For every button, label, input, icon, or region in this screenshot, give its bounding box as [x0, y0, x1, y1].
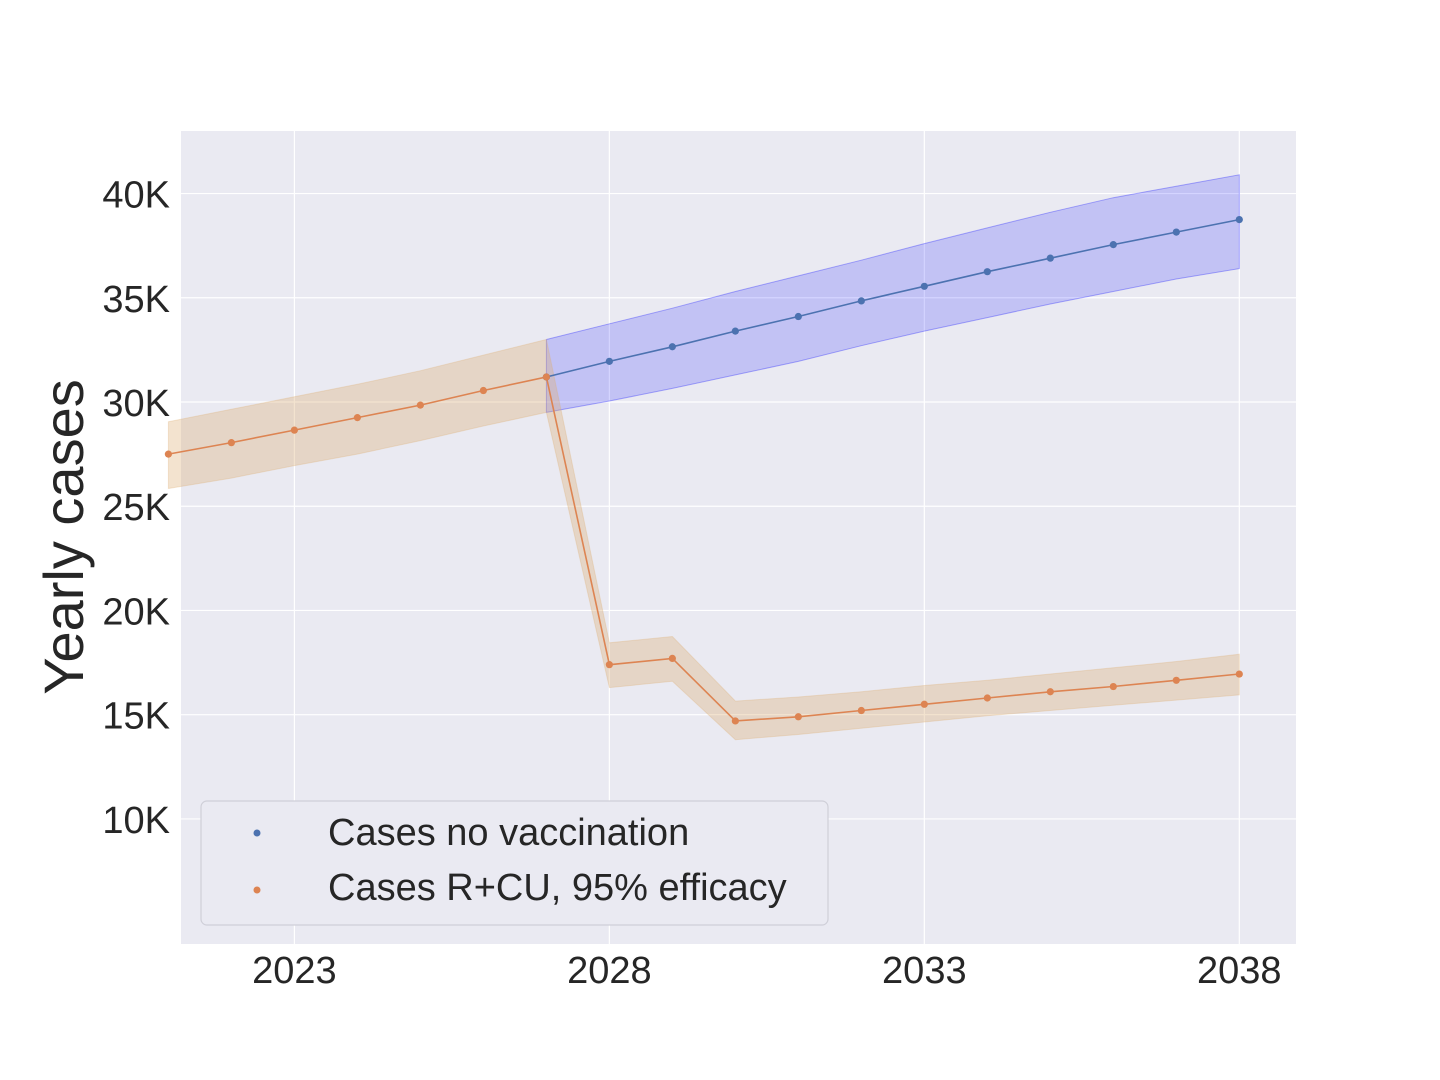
legend: Cases no vaccination Cases R+CU, 95% eff…	[200, 800, 829, 926]
point-rcu	[1235, 670, 1243, 678]
point-rcu	[164, 450, 173, 458]
point-no-vaccination	[983, 268, 991, 276]
point-rcu	[479, 386, 487, 395]
y-tick-label: 15K	[102, 696, 170, 738]
x-tick-label: 2028	[567, 950, 652, 992]
point-rcu	[794, 713, 802, 721]
point-rcu	[416, 401, 424, 409]
point-rcu	[857, 706, 865, 715]
x-axis-ticks: 2023 2028 2033 2038	[252, 950, 1281, 992]
series-lines	[168, 218, 1240, 722]
x-tick-label: 2023	[252, 950, 337, 992]
legend-marker-no-vaccination	[253, 829, 261, 837]
y-axis-ticks: 10K 15K 20K 25K 30K 35K 40K	[102, 175, 170, 842]
x-tick-label: 2038	[1197, 950, 1282, 992]
legend-marker-rcu	[253, 886, 261, 894]
y-tick-label: 25K	[102, 487, 170, 529]
point-rcu	[1172, 676, 1180, 684]
grid	[181, 131, 1296, 944]
band-rcu	[167, 338, 1240, 741]
point-no-vaccination	[1235, 215, 1243, 224]
y-tick-label: 30K	[102, 383, 170, 425]
point-rcu	[353, 414, 361, 422]
point-rcu	[227, 439, 235, 447]
point-rcu	[290, 426, 298, 434]
y-tick-label: 40K	[102, 175, 170, 217]
legend-label-rcu: Cases R+CU, 95% efficacy	[328, 867, 787, 909]
y-tick-label: 35K	[102, 279, 170, 321]
line-no-vaccination	[546, 218, 1240, 378]
point-no-vaccination	[731, 327, 739, 335]
point-rcu	[1109, 682, 1117, 691]
point-rcu	[983, 694, 991, 702]
legend-label-no-vaccination: Cases no vaccination	[328, 812, 689, 854]
y-axis-label: Yearly cases	[32, 379, 95, 694]
point-no-vaccination	[920, 282, 928, 290]
point-no-vaccination	[1109, 241, 1117, 249]
legend-box	[200, 800, 829, 926]
point-no-vaccination	[668, 343, 676, 351]
point-no-vaccination	[857, 297, 865, 305]
point-rcu	[731, 717, 739, 725]
y-tick-label: 20K	[102, 591, 170, 633]
point-no-vaccination	[1172, 228, 1180, 236]
point-rcu	[1046, 688, 1054, 696]
point-rcu	[542, 373, 550, 381]
line-rcu	[168, 376, 1240, 722]
point-rcu	[920, 700, 928, 708]
x-tick-label: 2033	[882, 950, 967, 992]
series-points	[164, 215, 1243, 725]
point-no-vaccination	[794, 312, 802, 321]
point-no-vaccination	[605, 357, 613, 365]
y-tick-label: 10K	[102, 800, 170, 842]
point-rcu	[605, 661, 613, 669]
point-no-vaccination	[1046, 254, 1054, 262]
point-rcu	[668, 654, 676, 663]
